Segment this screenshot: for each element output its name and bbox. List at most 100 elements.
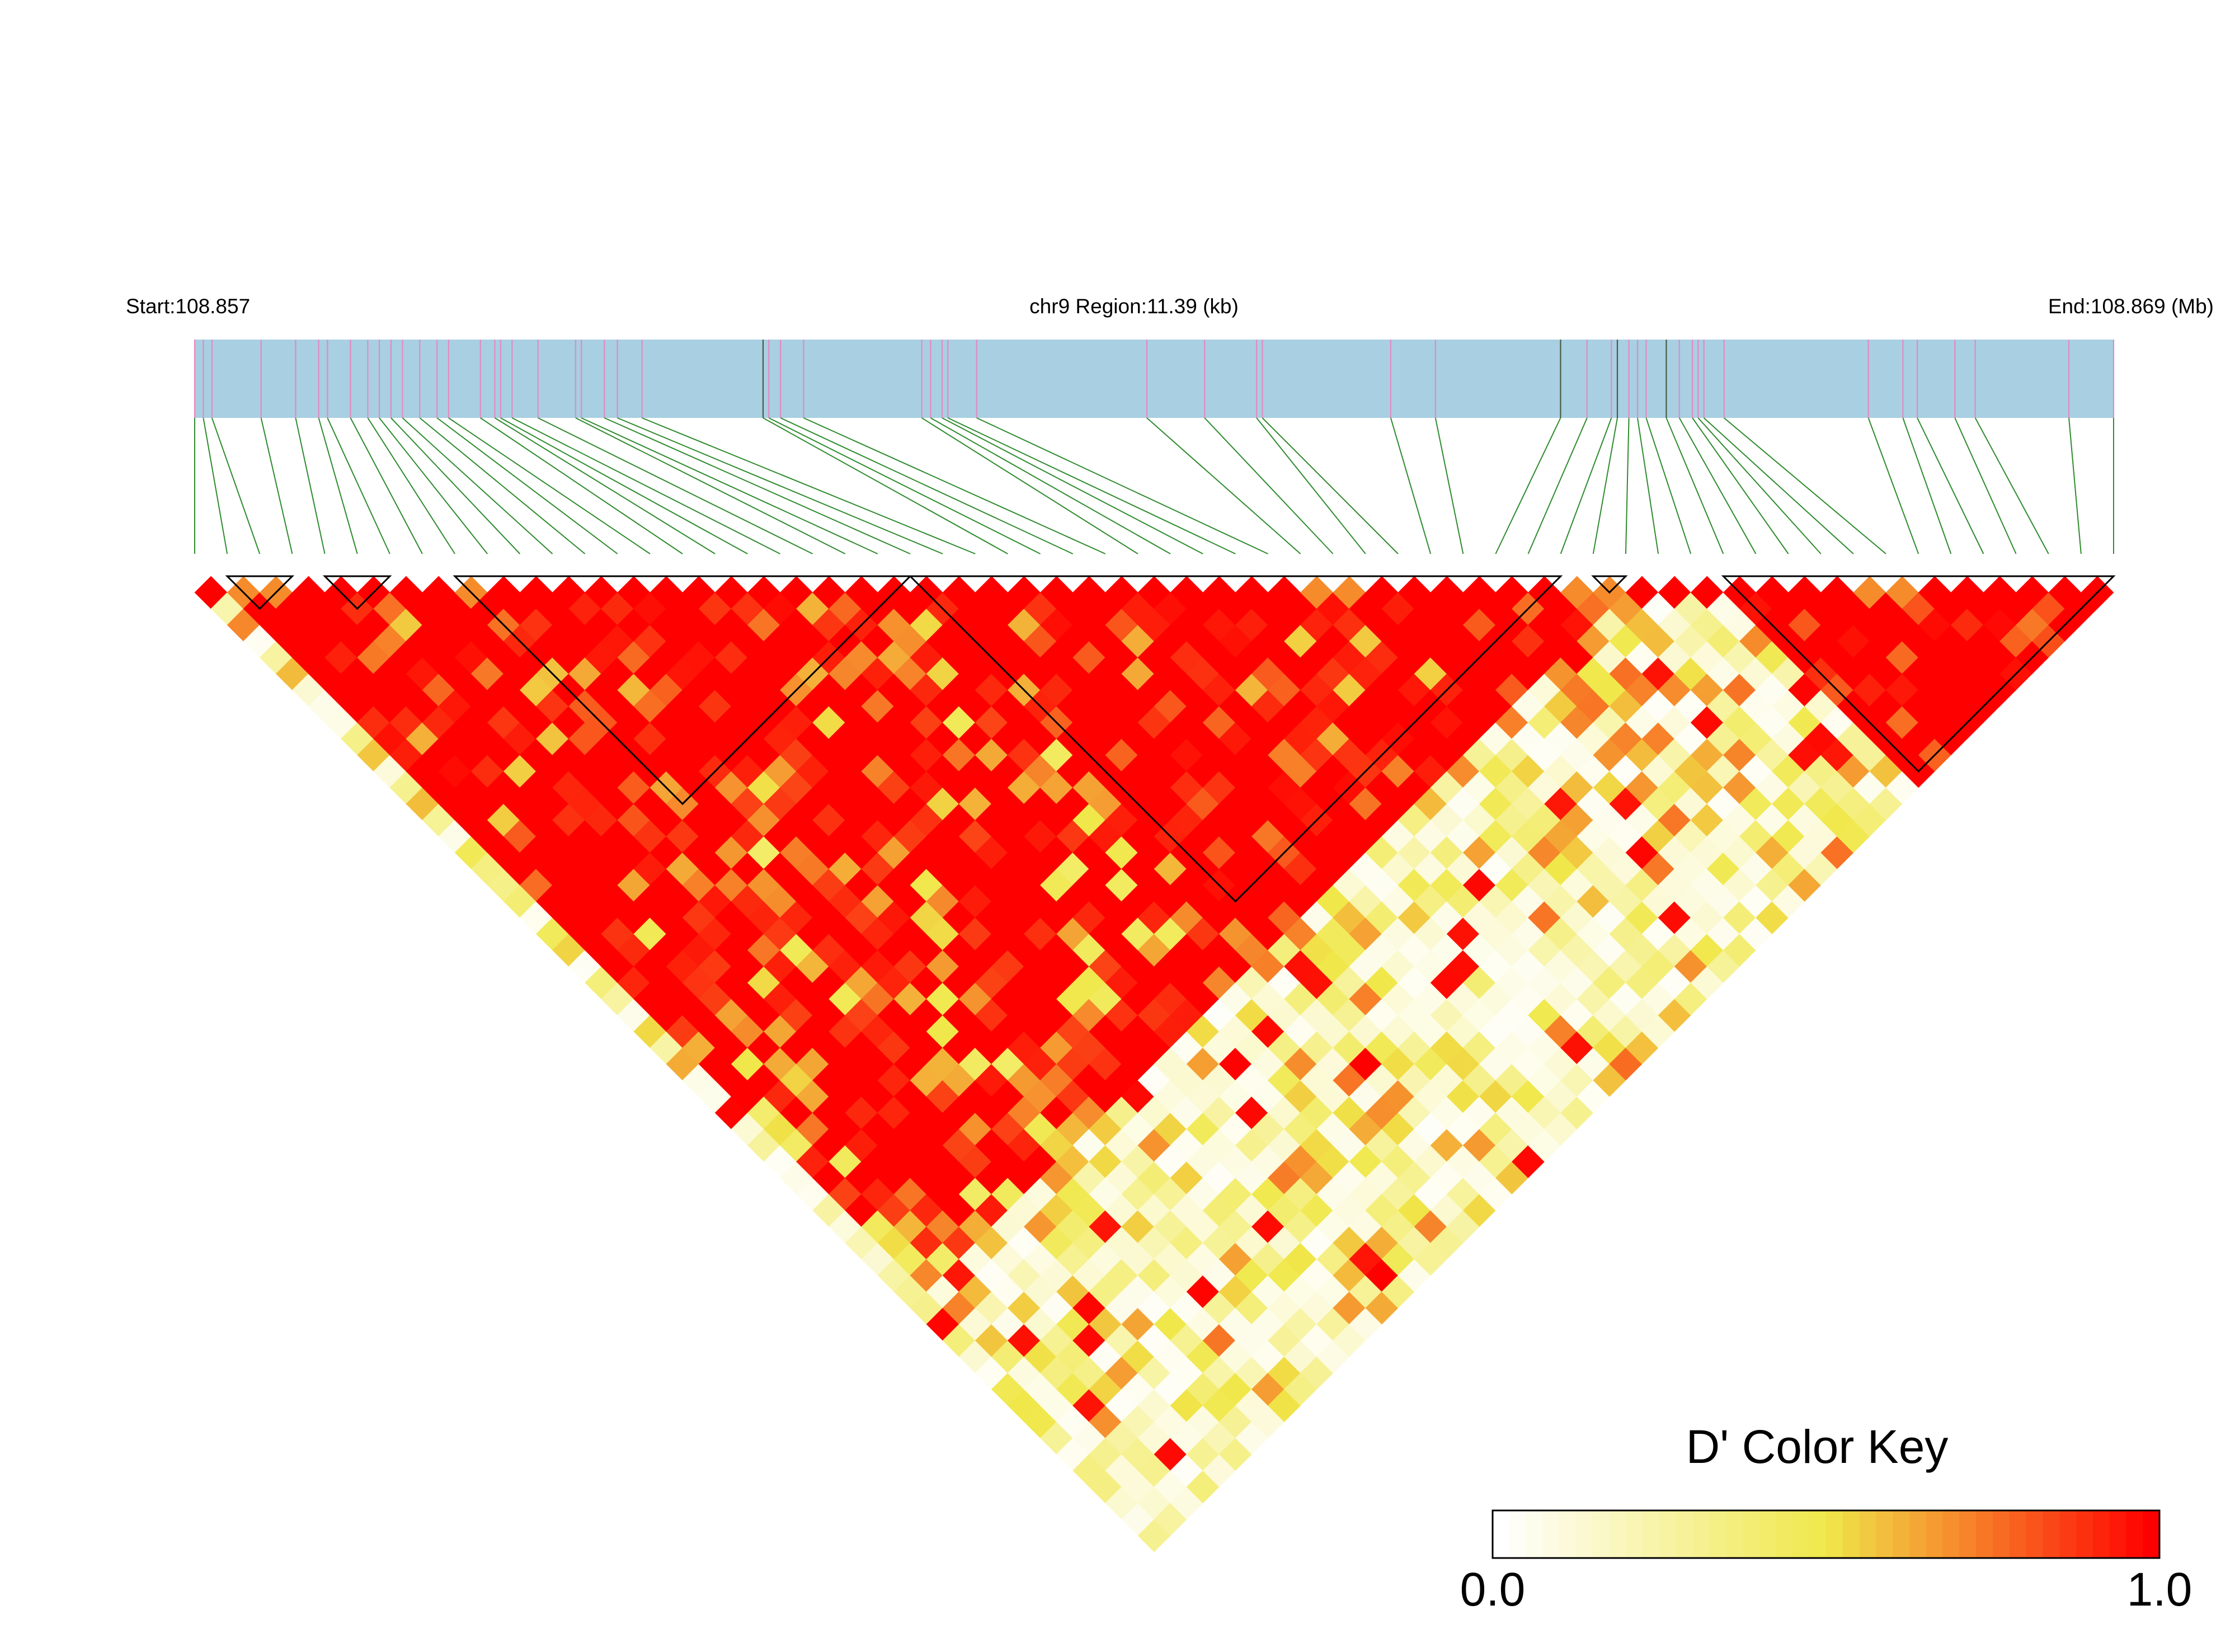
- snp-connector: [1560, 417, 1612, 554]
- ld-block-outline: [453, 575, 912, 806]
- ld-block-outline: [1591, 575, 1628, 594]
- color-key-step: [1942, 1510, 1960, 1558]
- snp-connector: [500, 417, 748, 554]
- snp-connector: [921, 417, 1138, 554]
- color-key-step: [1909, 1510, 1927, 1558]
- color-key-step: [1792, 1510, 1810, 1558]
- color-key-step: [1542, 1510, 1560, 1558]
- color-key-step: [2092, 1510, 2110, 1558]
- color-key-step: [1809, 1510, 1827, 1558]
- snp-connector: [511, 417, 780, 554]
- snp-connector: [1678, 417, 1757, 554]
- ld-block-outline: [225, 575, 295, 610]
- color-key-step: [1509, 1510, 1527, 1558]
- color-key-step: [1559, 1510, 1577, 1558]
- snp-connector: [642, 417, 976, 554]
- color-key-step: [1626, 1510, 1643, 1558]
- snp-connector: [1692, 417, 1789, 554]
- color-key-step: [1709, 1510, 1726, 1558]
- snp-connector: [350, 417, 423, 554]
- snp-ticks: [194, 340, 2115, 418]
- region-title: chr9 Region:11.39 (kb): [1029, 295, 1239, 318]
- color-key-bar: [1491, 1509, 2161, 1559]
- color-key-step: [1759, 1510, 1777, 1558]
- color-key-step: [1609, 1510, 1627, 1558]
- snp-connector: [604, 417, 911, 554]
- snp-connector: [1256, 417, 1366, 554]
- snp-connector: [1637, 417, 1659, 554]
- snp-connector: [1495, 417, 1561, 554]
- snp-connector: [1665, 417, 1724, 554]
- snp-connector: [1592, 417, 1618, 554]
- color-key-min-label: 0.0: [1460, 1563, 1526, 1616]
- color-key-step: [2143, 1510, 2160, 1558]
- region-end-label: End:108.869 (Mb): [2048, 295, 2214, 318]
- snp-connector: [1917, 417, 1984, 554]
- snp-connector: [575, 417, 846, 554]
- snp-connector: [295, 417, 326, 554]
- snp-connector: [947, 417, 1236, 554]
- snp-connector: [1527, 417, 1588, 554]
- color-key-step: [1776, 1510, 1794, 1558]
- color-key-step: [1993, 1510, 2010, 1558]
- snp-connector: [617, 417, 943, 554]
- color-key-step: [2026, 1510, 2044, 1558]
- color-key-step: [2009, 1510, 2027, 1558]
- color-key-step: [1826, 1510, 1843, 1558]
- snp-connector: [436, 417, 618, 554]
- snp-connector: [538, 417, 813, 554]
- snp-connector: [1954, 417, 2017, 554]
- ld-block-outlines: [225, 575, 2116, 903]
- snp-connector: [1434, 417, 1464, 554]
- snp-connector: [942, 417, 1203, 554]
- snp-connector: [1390, 417, 1432, 554]
- snp-connector: [780, 417, 1074, 554]
- color-key-step: [2126, 1510, 2143, 1558]
- snp-connector: [402, 417, 553, 554]
- color-key-step: [1743, 1510, 1760, 1558]
- snp-connector: [419, 417, 586, 554]
- color-key-step: [1576, 1510, 1593, 1558]
- snp-connector: [318, 417, 358, 554]
- snp-connector: [1697, 417, 1822, 554]
- snp-connector: [1625, 417, 1630, 554]
- ld-heatmap: [194, 576, 2114, 1552]
- color-key-step: [1592, 1510, 1610, 1558]
- snp-connector: [1146, 417, 1301, 554]
- color-key-step: [2109, 1510, 2127, 1558]
- snp-connector: [480, 417, 683, 554]
- snp-connector: [1704, 417, 1854, 554]
- snp-connectors: [194, 417, 2114, 554]
- color-key-step: [1676, 1510, 1693, 1558]
- snp-connector: [211, 417, 261, 554]
- snp-connector: [976, 417, 1268, 554]
- snp-connector: [2068, 417, 2082, 554]
- color-key-step: [1926, 1510, 1944, 1558]
- snp-connector: [1645, 417, 1692, 554]
- snp-connector: [763, 417, 1008, 554]
- color-key-step: [2076, 1510, 2093, 1558]
- color-key-step: [1726, 1510, 1743, 1558]
- snp-connector: [260, 417, 293, 554]
- region-start-label: Start:108.857: [126, 295, 250, 318]
- snp-connector: [803, 417, 1106, 554]
- snp-connector: [581, 417, 878, 554]
- snp-connector: [930, 417, 1171, 554]
- snp-connector: [203, 417, 228, 554]
- color-key-step: [1643, 1510, 1660, 1558]
- snp-connector: [1204, 417, 1334, 554]
- snp-connector: [327, 417, 390, 554]
- ld-block-outline: [1721, 575, 2116, 773]
- color-key-step: [2059, 1510, 2077, 1558]
- ld-block-outline: [322, 575, 392, 610]
- snp-connector: [1867, 417, 1919, 554]
- snp-connector: [390, 417, 521, 554]
- snp-connector: [379, 417, 488, 554]
- ld-block-outline: [908, 575, 1563, 903]
- snp-connector: [367, 417, 455, 554]
- color-key-step: [1976, 1510, 1993, 1558]
- color-key-title: D' Color Key: [1686, 1420, 1949, 1473]
- color-key-step: [1842, 1510, 1860, 1558]
- color-key-frame: [1491, 1509, 2161, 1559]
